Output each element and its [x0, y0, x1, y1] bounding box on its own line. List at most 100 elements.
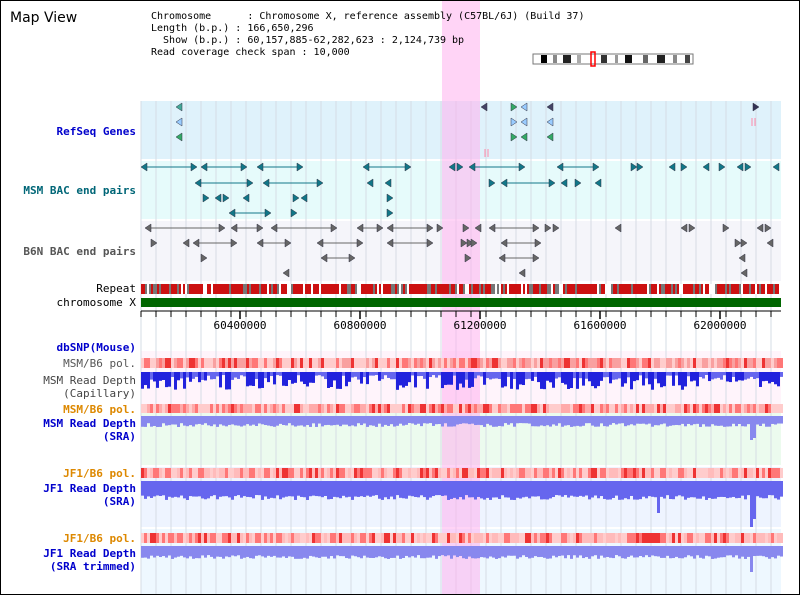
depth-bar: [528, 372, 531, 379]
depth-bar: [753, 546, 756, 557]
depth-bar: [495, 481, 498, 498]
depth-bar: [390, 416, 393, 425]
pol-cell: [144, 468, 147, 478]
pol-cell: [381, 533, 384, 543]
pol-cell: [636, 468, 639, 478]
pol-cell: [327, 533, 330, 543]
pol-cell: [417, 358, 420, 368]
pol-cell: [270, 358, 273, 368]
depth-bar: [561, 372, 564, 383]
pol-cell: [648, 533, 651, 543]
depth-bar: [501, 546, 504, 557]
pol-cell: [744, 358, 747, 368]
pol-cell: [609, 404, 612, 413]
pol-cell: [435, 358, 438, 368]
pol-cell: [237, 533, 240, 543]
pol-cell: [345, 468, 348, 478]
pol-cell: [528, 358, 531, 368]
repeat-segment: [401, 284, 403, 294]
depth-bar: [153, 372, 156, 382]
pol-cell: [291, 468, 294, 478]
pol-cell: [327, 358, 330, 368]
pol-cell: [297, 404, 300, 413]
depth-bar: [516, 416, 519, 424]
pol-cell: [702, 358, 705, 368]
pol-cell: [381, 358, 384, 368]
pol-cell: [672, 468, 675, 478]
pol-cell: [651, 468, 654, 478]
depth-bar: [168, 546, 171, 556]
depth-bar: [357, 546, 360, 558]
depth-bar: [222, 416, 225, 426]
msm-b6-pol-strip-2: [141, 404, 783, 413]
depth-bar: [657, 481, 660, 513]
depth-bar: [741, 372, 744, 381]
repeat-segment: [153, 284, 155, 294]
pol-cell: [234, 358, 237, 368]
depth-bar: [372, 416, 375, 426]
depth-bar: [726, 372, 729, 382]
depth-bar: [228, 546, 231, 558]
depth-bar: [519, 481, 522, 499]
bac-end-right: [548, 178, 556, 188]
chromosome-line: Chromosome : Chromosome X, reference ass…: [151, 11, 585, 22]
bac-end-left: [556, 162, 564, 172]
pol-cell: [693, 358, 696, 368]
pol-cell: [552, 404, 555, 413]
pol-cell: [363, 468, 366, 478]
pol-cell: [771, 468, 774, 478]
depth-bar: [201, 416, 204, 425]
repeat-segment: [631, 284, 633, 294]
pol-cell: [696, 468, 699, 478]
depth-bar: [324, 546, 327, 557]
depth-bar: [495, 546, 498, 559]
pol-cell: [327, 404, 330, 413]
depth-bar: [741, 481, 744, 496]
pol-cell: [456, 468, 459, 478]
pol-cell: [720, 404, 723, 413]
depth-bar: [684, 481, 687, 500]
pol-cell: [345, 358, 348, 368]
pol-cell: [264, 468, 267, 478]
depth-bar: [774, 372, 777, 385]
repeat-segment: [749, 284, 751, 294]
depth-bar: [690, 546, 693, 557]
depth-bar: [558, 372, 561, 378]
depth-bar: [495, 372, 498, 379]
pol-cell: [147, 404, 150, 413]
repeat-segment: [549, 284, 551, 294]
pol-cell: [750, 404, 753, 413]
pol-cell: [732, 533, 735, 543]
pol-cell: [405, 358, 408, 368]
b6n-bac-end: [460, 238, 468, 248]
bac-end-right: [426, 223, 434, 233]
depth-bar: [411, 481, 414, 497]
pol-cell: [516, 404, 519, 413]
pol-cell: [450, 404, 453, 413]
pol-cell: [708, 404, 711, 413]
pol-cell: [420, 468, 423, 478]
repeat-segment: [463, 284, 465, 294]
pol-cell: [630, 358, 633, 368]
pol-cell: [297, 533, 300, 543]
pol-cell: [681, 358, 684, 368]
pol-cell: [291, 404, 294, 413]
pol-cell: [720, 533, 723, 543]
pol-cell: [366, 358, 369, 368]
depth-bar: [306, 416, 309, 426]
depth-bar: [702, 481, 705, 497]
depth-bar: [660, 481, 663, 497]
pol-cell: [642, 358, 645, 368]
depth-bar: [630, 481, 633, 496]
depth-bar: [348, 546, 351, 559]
pol-cell: [693, 533, 696, 543]
pol-cell: [576, 468, 579, 478]
depth-bar: [627, 372, 630, 378]
pol-cell: [243, 358, 246, 368]
depth-bar: [534, 416, 537, 427]
repeat-segment: [277, 284, 279, 294]
pol-cell: [567, 404, 570, 413]
pol-cell: [336, 358, 339, 368]
